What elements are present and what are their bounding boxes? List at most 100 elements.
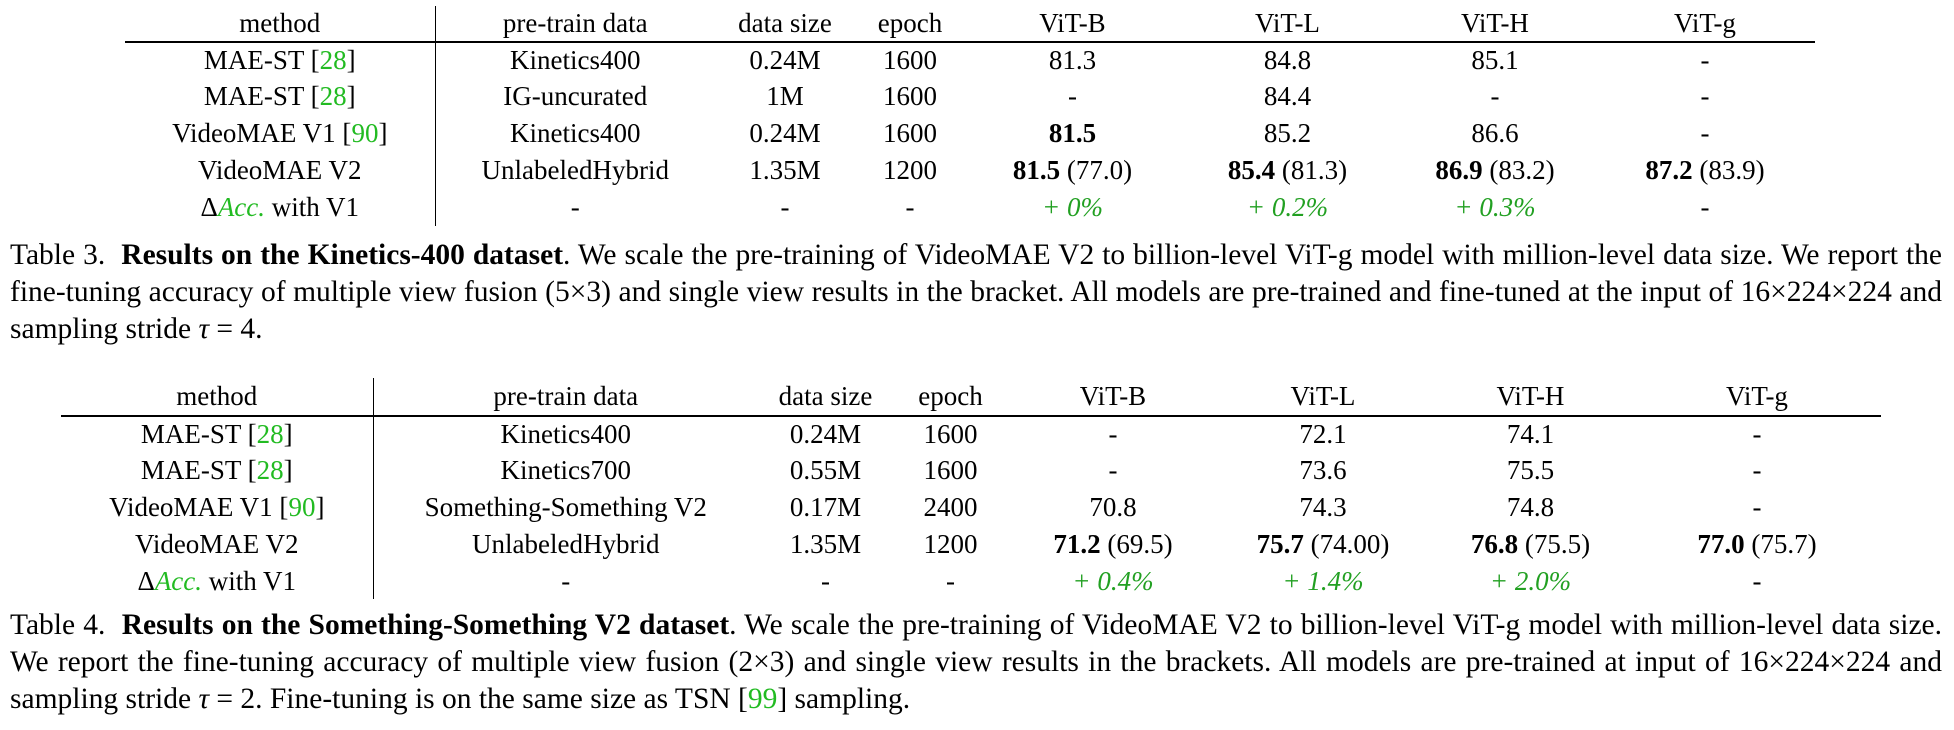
table-3: method pre-train data data size epoch Vi… — [125, 6, 1815, 226]
header-epoch: epoch — [855, 6, 965, 43]
data-size-cell: 1.35M — [749, 155, 821, 185]
method-cell: VideoMAE V1 [90] — [61, 489, 374, 526]
caption-title: Results on the Something-Something V2 da… — [121, 609, 730, 641]
vit-g-delta: - — [1700, 192, 1710, 222]
table-row: VideoMAE V2 UnlabeledHybrid 1.35M 1200 7… — [61, 526, 1881, 563]
vit-l-cell: 85.4 (81.3) — [1227, 155, 1348, 185]
citation-link[interactable]: 90 — [351, 118, 379, 148]
vit-b-cell: 81.5 (77.0) — [1012, 155, 1133, 185]
epoch-cell: 1600 — [923, 419, 978, 449]
pretrain-data-cell: IG-uncurated — [503, 81, 648, 111]
citation-link[interactable]: 28 — [319, 81, 347, 111]
vit-l-cell: 85.2 — [1263, 118, 1312, 148]
epoch-cell: 1200 — [883, 155, 937, 185]
header-vit-l: ViT-L — [1180, 6, 1395, 43]
table-row: MAE-ST [28] Kinetics700 0.55M 1600 - 73.… — [61, 452, 1881, 489]
table-row: VideoMAE V1 [90] Something-Something V2 … — [61, 489, 1881, 526]
vit-g-cell: - — [1752, 419, 1762, 449]
pretrain-data-cell: Kinetics400 — [500, 419, 631, 449]
header-vit-b: ViT-B — [1008, 378, 1218, 417]
vit-b-cell: 81.5 — [1048, 118, 1097, 148]
header-vit-g: ViT-g — [1633, 378, 1881, 417]
citation-link[interactable]: 99 — [747, 683, 778, 715]
epoch-cell: 2400 — [923, 492, 978, 522]
vit-h-delta: + 2.0% — [1489, 565, 1572, 596]
header-vit-b: ViT-B — [965, 6, 1180, 43]
citation-link[interactable]: 28 — [319, 45, 347, 75]
vit-g-delta: - — [1752, 565, 1762, 596]
header-vit-g: ViT-g — [1595, 6, 1815, 43]
vit-h-cell: 75.5 — [1506, 455, 1555, 485]
pretrain-data-cell: Kinetics400 — [510, 118, 641, 148]
caption-title: Results on the Kinetics-400 dataset — [121, 239, 564, 271]
vit-l-cell: 72.1 — [1299, 419, 1347, 449]
pretrain-data-cell: - — [561, 565, 571, 596]
data-size-cell: - — [821, 565, 830, 596]
epoch-cell: - — [905, 192, 915, 222]
epoch-cell: 1200 — [923, 529, 978, 559]
header-vit-h: ViT-H — [1428, 378, 1633, 417]
vit-g-cell: - — [1752, 455, 1762, 485]
table-4-caption: Table 4. Results on the Something-Someth… — [10, 609, 1943, 715]
citation-link[interactable]: 28 — [256, 455, 284, 485]
data-size-cell: 0.24M — [749, 45, 821, 75]
vit-l-cell: 84.8 — [1263, 45, 1312, 75]
data-size-cell: 1M — [766, 81, 804, 111]
method-cell: MAE-ST [28] — [61, 416, 374, 452]
pretrain-data-cell: Kinetics700 — [500, 455, 631, 485]
vit-h-delta: + 0.3% — [1454, 192, 1536, 222]
vit-h-cell: 74.1 — [1506, 419, 1555, 449]
data-size-cell: 0.24M — [749, 118, 821, 148]
vit-l-cell: 84.4 — [1263, 81, 1312, 111]
table-row: VideoMAE V1 [90] Kinetics400 0.24M 1600 … — [125, 115, 1815, 152]
header-method: method — [125, 6, 436, 43]
header-pretrain-data: pre-train data — [435, 6, 715, 43]
vit-h-cell: 74.8 — [1506, 492, 1555, 522]
citation-link[interactable]: 28 — [256, 419, 284, 449]
data-size-cell: - — [780, 192, 790, 222]
data-size-cell: 1.35M — [789, 529, 862, 559]
table-row-delta: ΔAcc. with V1 - - - + 0.4% + 1.4% + 2.0%… — [61, 563, 1881, 599]
vit-h-cell: 85.1 — [1471, 45, 1519, 75]
method-cell: MAE-ST [28] — [61, 452, 374, 489]
vit-h-cell: 86.9 (83.2) — [1435, 155, 1555, 185]
header-method: method — [61, 378, 374, 417]
vit-b-cell: - — [1108, 455, 1118, 485]
table-3-caption: Table 3. Results on the Kinetics-400 dat… — [10, 239, 1943, 345]
method-cell: VideoMAE V2 — [125, 152, 436, 189]
table-row: VideoMAE V2 UnlabeledHybrid 1.35M 1200 8… — [125, 152, 1815, 189]
data-size-cell: 0.55M — [789, 455, 862, 485]
vit-h-cell: - — [1490, 81, 1500, 111]
vit-g-cell: - — [1700, 118, 1710, 148]
vit-b-cell: 71.2 (69.5) — [1053, 529, 1173, 559]
data-size-cell: 0.24M — [789, 419, 862, 449]
pretrain-data-cell: UnlabeledHybrid — [481, 155, 669, 185]
table-4: method pre-train data data size epoch Vi… — [61, 378, 1881, 599]
pretrain-data-cell: Something-Something V2 — [424, 492, 707, 522]
citation-link[interactable]: 90 — [288, 492, 316, 522]
vit-b-cell: 70.8 — [1089, 492, 1137, 522]
vit-l-delta: + 1.4% — [1282, 565, 1364, 596]
epoch-cell: 1600 — [923, 455, 978, 485]
epoch-cell: 1600 — [883, 45, 937, 75]
vit-b-cell: 81.3 — [1048, 45, 1097, 75]
pretrain-data-cell: - — [570, 192, 580, 222]
header-epoch: epoch — [893, 378, 1008, 417]
vit-l-cell: 75.7 (74.00) — [1256, 529, 1390, 559]
table-row-delta: ΔAcc. with V1 - - - + 0% + 0.2% + 0.3% - — [125, 189, 1815, 226]
vit-b-delta: + 0.4% — [1072, 565, 1154, 596]
pretrain-data-cell: Kinetics400 — [510, 45, 641, 75]
method-cell: MAE-ST [28] — [125, 78, 436, 115]
header-data-size: data size — [758, 378, 893, 417]
epoch-cell: 1600 — [883, 118, 937, 148]
vit-g-cell: - — [1752, 492, 1762, 522]
data-size-cell: 0.17M — [789, 492, 862, 522]
header-data-size: data size — [715, 6, 855, 43]
pretrain-data-cell: UnlabeledHybrid — [472, 529, 660, 559]
header-vit-l: ViT-L — [1218, 378, 1428, 417]
method-cell: ΔAcc. with V1 — [125, 189, 436, 226]
vit-g-cell: 87.2 (83.9) — [1645, 155, 1765, 185]
epoch-cell: - — [946, 565, 955, 596]
header-pretrain-data: pre-train data — [373, 378, 758, 417]
vit-g-cell: - — [1700, 81, 1710, 111]
